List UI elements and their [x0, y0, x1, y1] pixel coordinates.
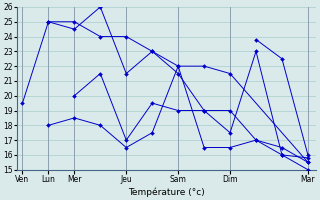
- X-axis label: Température (°c): Température (°c): [128, 187, 205, 197]
